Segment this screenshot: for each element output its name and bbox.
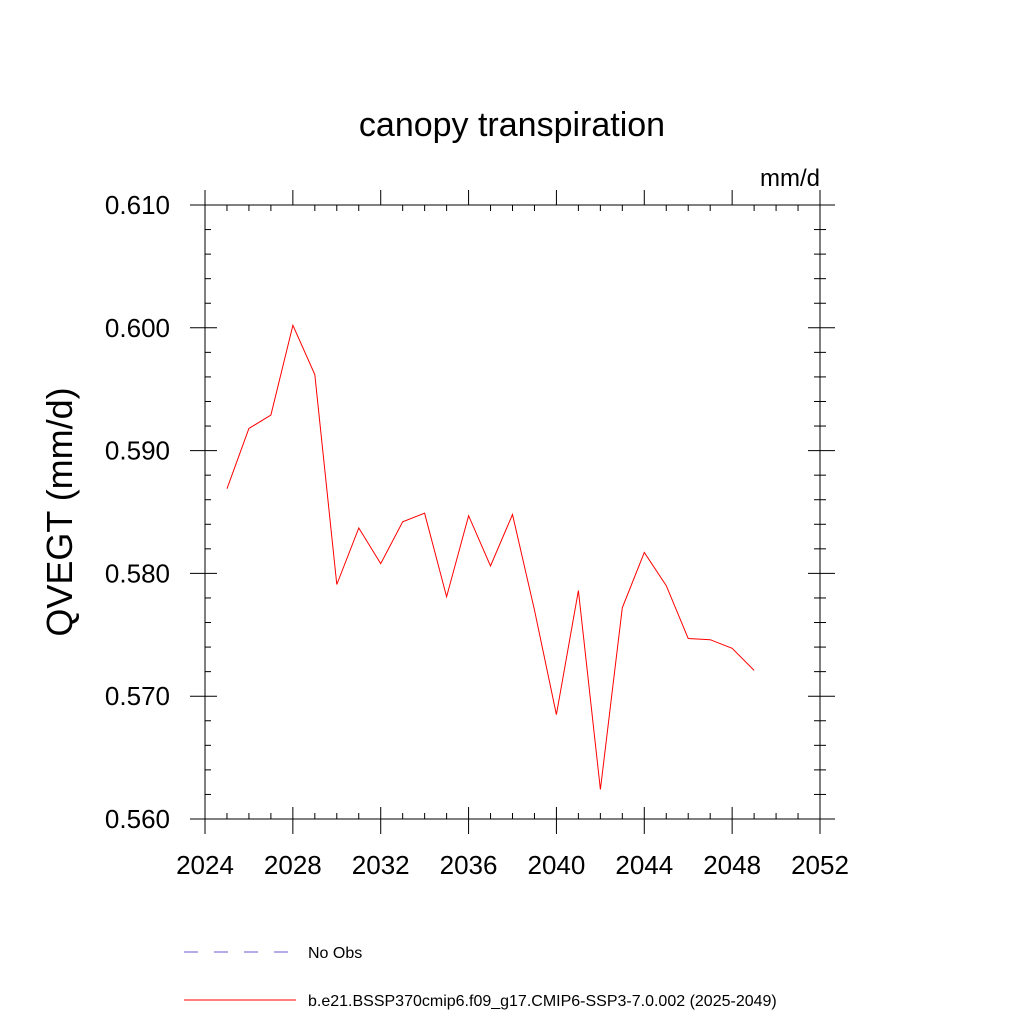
legend-label: No Obs: [308, 945, 362, 962]
chart-title: canopy transpiration: [359, 106, 665, 144]
y-tick-label: 0.570: [105, 681, 170, 711]
tick-labels: 2024 2028 2032 2036 2040 2044 2048 2052 0.560 0.5…: [105, 190, 849, 880]
y-tick-label: 0.560: [105, 804, 170, 834]
axis-ticks: [190, 190, 835, 834]
x-tick-label: 2028: [264, 850, 322, 880]
y-tick-label: 0.580: [105, 558, 170, 588]
y-tick-label: 0.610: [105, 190, 170, 220]
x-tick-label: 2024: [176, 850, 234, 880]
y-axis-label: QVEGT (mm/d): [39, 387, 80, 636]
x-tick-label: 2036: [440, 850, 498, 880]
x-tick-label: 2048: [703, 850, 761, 880]
units-label: mm/d: [760, 165, 820, 192]
y-tick-label: 0.600: [105, 313, 170, 343]
x-tick-label: 2040: [528, 850, 586, 880]
legend-label: b.e21.BSSP370cmip6.f09_g17.CMIP6-SSP3-7.…: [308, 993, 777, 1010]
x-tick-label: 2052: [791, 850, 849, 880]
legend: No Obs b.e21.BSSP370cmip6.f09_g17.CMIP6-S…: [184, 945, 777, 1010]
series-lines: [226, 323, 755, 790]
series-line: [226, 323, 755, 790]
y-tick-label: 0.590: [105, 436, 170, 466]
plot-area-frame: [204, 204, 821, 820]
x-tick-label: 2044: [615, 850, 673, 880]
x-tick-label: 2032: [352, 850, 410, 880]
